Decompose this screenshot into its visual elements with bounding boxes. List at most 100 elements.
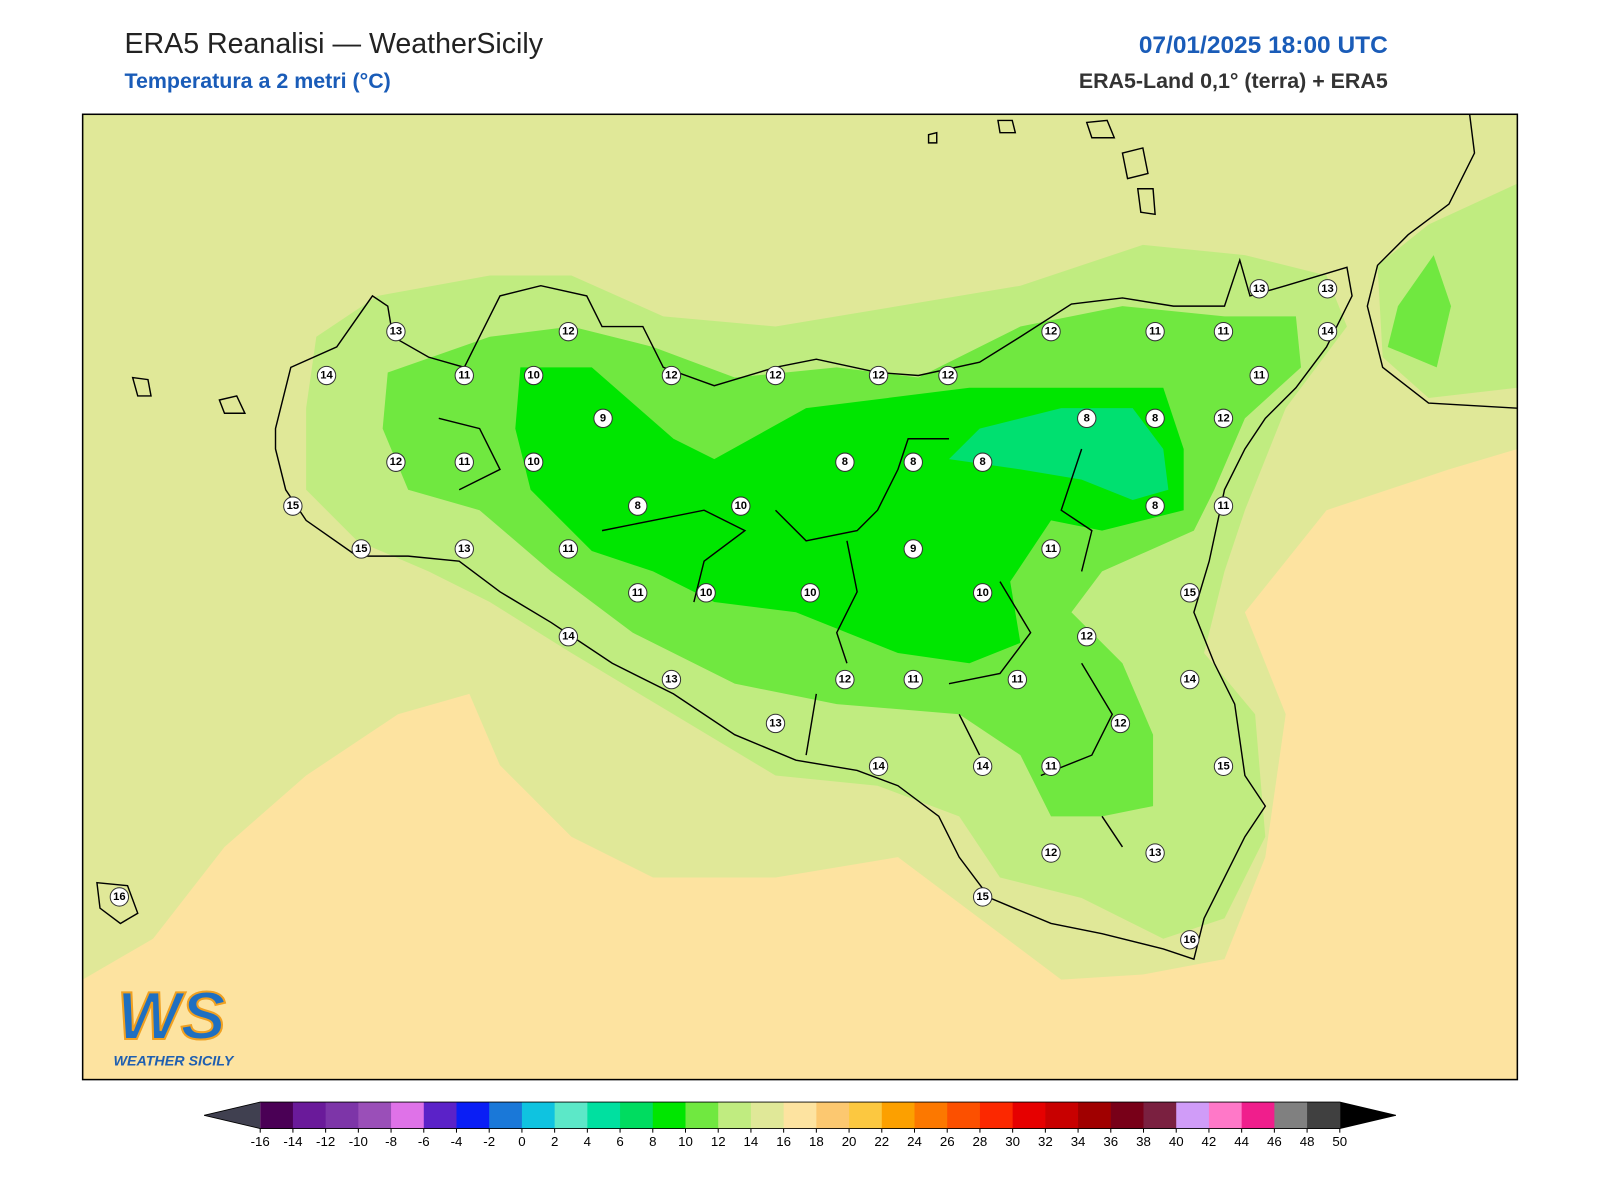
logo-mark: WS xyxy=(117,979,226,1054)
station-marker xyxy=(1317,321,1338,342)
colorbar-tick-label: 50 xyxy=(1332,1134,1347,1149)
station: 16 xyxy=(1180,930,1200,950)
station-value: 16 xyxy=(1184,934,1196,946)
station-value: 14 xyxy=(872,760,885,772)
station-value: 8 xyxy=(1152,412,1158,424)
station-value: 12 xyxy=(839,674,851,686)
colorbar-tick-label: 24 xyxy=(907,1134,922,1149)
station-value: 11 xyxy=(907,674,919,686)
station: 12 xyxy=(938,365,958,386)
colorbar-tick-label: -8 xyxy=(385,1134,397,1149)
station-marker xyxy=(800,583,820,603)
station-marker xyxy=(1145,496,1165,516)
station-value: 10 xyxy=(804,587,816,599)
colorbar-swatch xyxy=(783,1102,817,1129)
station-value: 10 xyxy=(735,500,747,512)
station-marker xyxy=(938,365,958,386)
colorbar-tick-label: 38 xyxy=(1136,1134,1151,1149)
colorbar-tick-label: 46 xyxy=(1267,1134,1282,1149)
colorbar-swatch xyxy=(292,1102,327,1129)
station: 11 xyxy=(1145,321,1165,342)
station-value: 15 xyxy=(976,891,988,903)
station-marker xyxy=(454,452,474,472)
station: 12 xyxy=(1110,713,1131,734)
station-value: 11 xyxy=(1149,326,1161,338)
colorbar-swatch xyxy=(1143,1102,1177,1129)
band-6 xyxy=(948,408,1169,500)
station-marker xyxy=(731,496,751,516)
colorbar-tick-label: -16 xyxy=(251,1134,270,1149)
colorbar-swatch xyxy=(391,1102,425,1129)
station-marker xyxy=(1007,669,1028,690)
colorbar-tick-label: -10 xyxy=(349,1134,368,1149)
station-value: 11 xyxy=(1253,370,1265,382)
colorbar-swatch xyxy=(554,1102,588,1129)
colorbar-tick-label: 0 xyxy=(518,1134,525,1149)
station-marker xyxy=(1077,408,1097,429)
station: 9 xyxy=(593,408,613,429)
station: 13 xyxy=(1317,279,1338,299)
station-value: 14 xyxy=(1184,674,1197,686)
colorbar-swatch xyxy=(1110,1102,1145,1129)
subtitle: Temperatura a 2 metri (°C) xyxy=(124,69,390,93)
station: 8 xyxy=(628,496,648,516)
station-marker xyxy=(1249,279,1269,299)
colorbar-swatch xyxy=(1045,1102,1079,1129)
station-marker xyxy=(316,365,337,386)
station: 12 xyxy=(386,452,406,472)
colorbar-swatch xyxy=(947,1102,981,1129)
station-marker xyxy=(972,887,993,907)
colorbar-swatch xyxy=(1208,1102,1243,1129)
station: 12 xyxy=(1041,321,1061,342)
station-value: 8 xyxy=(842,456,848,468)
station: 14 xyxy=(972,756,993,777)
colorbar-over xyxy=(1339,1102,1396,1129)
colorbar-tick-label: 34 xyxy=(1071,1134,1086,1149)
station-value: 12 xyxy=(390,456,402,468)
colorbar-tick-label: 48 xyxy=(1300,1134,1315,1149)
colorbar-tick-label: 8 xyxy=(649,1134,656,1149)
colorbar-swatch xyxy=(652,1102,687,1129)
colorbar-tick-label: 20 xyxy=(842,1134,857,1149)
station-value: 13 xyxy=(1149,847,1161,859)
colorbar-swatch xyxy=(979,1102,1014,1129)
station-value: 11 xyxy=(562,543,574,555)
station-value: 11 xyxy=(1045,543,1057,555)
station-value: 12 xyxy=(665,370,677,382)
colorbar-swatch xyxy=(685,1102,719,1129)
station-value: 15 xyxy=(1217,760,1229,772)
station: 13 xyxy=(1145,843,1165,863)
colorbar-tick-label: 42 xyxy=(1202,1134,1217,1149)
station-marker xyxy=(972,756,993,777)
station-marker xyxy=(1180,669,1200,690)
coastlines xyxy=(96,114,1518,961)
colorbar: -16 -14 -12 -10 -8 -6 -4 -2 0 2 4 6 8 10 12 14 16 18 20 22 2… xyxy=(203,1101,1397,1149)
station-value: 11 xyxy=(632,587,644,599)
station-marker xyxy=(835,452,855,472)
station-marker xyxy=(765,365,786,386)
station-value: 12 xyxy=(872,370,884,382)
station: 14 xyxy=(558,627,579,647)
colorbar-swatch xyxy=(849,1102,883,1129)
station-value: 10 xyxy=(976,587,988,599)
station-value: 12 xyxy=(769,370,781,382)
warm-zone xyxy=(82,448,1518,1080)
station-marker xyxy=(628,583,648,603)
station-marker xyxy=(1180,583,1200,603)
station: 11 xyxy=(454,452,474,472)
station-value: 8 xyxy=(1152,500,1158,512)
station: 10 xyxy=(972,583,993,603)
station-marker xyxy=(903,539,923,559)
station-value: 12 xyxy=(1114,717,1126,729)
station-marker xyxy=(696,583,716,603)
station: 8 xyxy=(903,452,923,472)
station-value: 10 xyxy=(527,370,539,382)
station: 15 xyxy=(351,539,371,559)
station-value: 12 xyxy=(942,370,954,382)
colorbar-tick-label: -6 xyxy=(418,1134,430,1149)
station: 15 xyxy=(1180,583,1200,603)
colorbar-tick-label: 12 xyxy=(711,1134,726,1149)
colorbar-tick-label: 26 xyxy=(940,1134,955,1149)
station: 11 xyxy=(558,539,579,559)
